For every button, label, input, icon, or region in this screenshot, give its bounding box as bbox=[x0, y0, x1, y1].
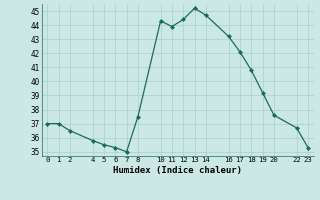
X-axis label: Humidex (Indice chaleur): Humidex (Indice chaleur) bbox=[113, 166, 242, 175]
